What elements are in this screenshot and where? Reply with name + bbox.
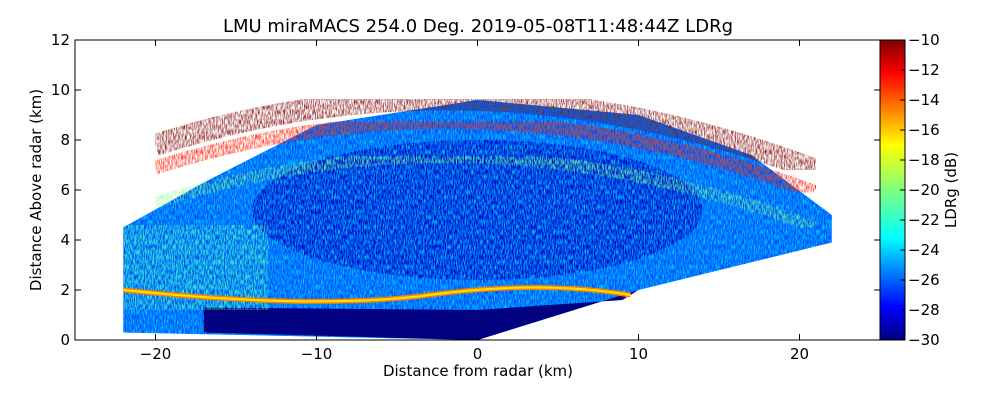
colorbar-tick-label: −12 <box>908 61 940 79</box>
x-tick-label: 10 <box>629 345 648 363</box>
y-tick-label: 10 <box>51 81 70 99</box>
near-ground-layer <box>203 290 639 340</box>
x-tick-label: −10 <box>301 345 333 363</box>
ldr-heatmap <box>123 88 832 340</box>
y-tick-label: 4 <box>60 231 70 249</box>
x-axis-label: Distance from radar (km) <box>383 362 573 380</box>
colorbar-axis: −30 −28 −26 −24 −22 −20 −18 −16 −14 −12 −10 <box>900 31 940 349</box>
colorbar-tick-label: −24 <box>908 241 940 259</box>
y-tick-label: 0 <box>60 331 70 349</box>
y-tick-label: 6 <box>60 181 70 199</box>
colorbar-tick-label: −14 <box>908 91 940 109</box>
colorbar-tick-label: −10 <box>908 31 940 49</box>
colorbar-label: LDRg (dB) <box>942 152 960 228</box>
cloud-top-mid <box>153 114 819 200</box>
colorbar-tick-label: −28 <box>908 301 940 319</box>
y-tick-label: 2 <box>60 281 70 299</box>
chart-title: LMU miraMACS 254.0 Deg. 2019-05-08T11:48… <box>223 16 733 37</box>
speckle-layer <box>123 100 832 340</box>
colorbar-tick-label: −20 <box>908 181 940 199</box>
x-tick-label: −20 <box>140 345 172 363</box>
x-tick-label: 20 <box>790 345 809 363</box>
y-tick-label: 8 <box>60 131 70 149</box>
x-tick-label: 0 <box>473 345 483 363</box>
y-axis: 0 2 4 6 8 10 12 <box>51 31 880 349</box>
colorbar-tick-label: −26 <box>908 271 940 289</box>
cloud-top-outer <box>152 88 820 181</box>
y-axis-label: Distance Above radar (km) <box>27 89 45 291</box>
cloud-top-inner <box>153 150 818 234</box>
x-axis: −20 −10 0 10 20 <box>140 40 809 363</box>
colorbar-tick-label: −22 <box>908 211 940 229</box>
colorbar-tick-label: −16 <box>908 121 940 139</box>
y-tick-label: 12 <box>51 31 70 49</box>
melting-layer-highlight <box>123 286 631 303</box>
colorbar-tick-label: −18 <box>908 151 940 169</box>
colorbar-tick-label: −30 <box>908 331 940 349</box>
